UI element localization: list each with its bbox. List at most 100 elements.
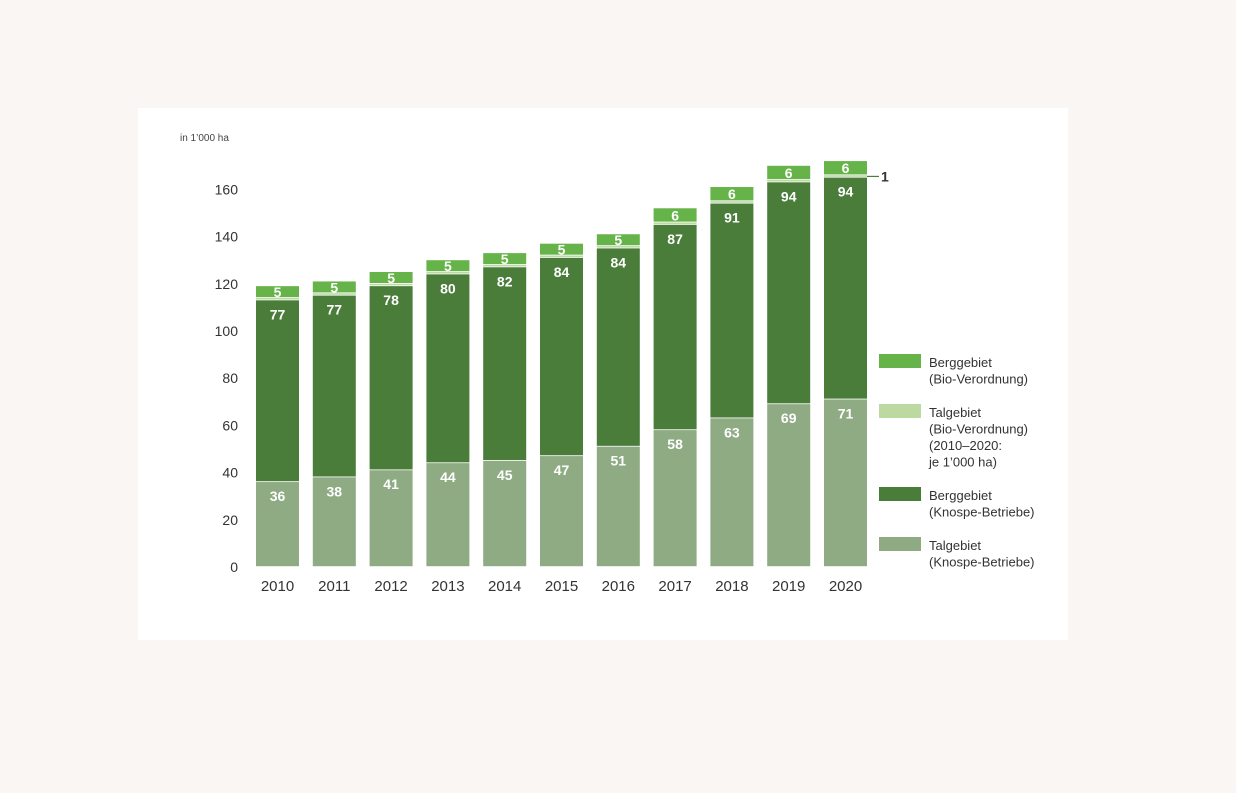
y-tick-label: 140 [215,229,239,245]
bar-segment [369,283,413,286]
bar-segment [312,293,356,295]
bar-segment [483,267,527,460]
y-axis: 0 20 40 60 80 100 120 140 160 [215,181,239,575]
bar-value-label: 51 [611,453,627,469]
callout-value-label: 1 [881,168,889,184]
legend-label: je 1’000 ha) [928,455,997,470]
bar-segment [369,272,413,283]
bar-segment [369,286,413,470]
bar-value-label: 5 [330,279,338,295]
bar-value-label: 6 [785,165,793,181]
bar-segment [540,456,583,567]
x-tick-label: 2014 [488,578,521,595]
bar-value-label: 84 [554,264,570,280]
bar-value-label: 5 [614,232,622,248]
legend-label: (Bio-Verordnung) [929,422,1028,437]
bar-segment [483,253,527,265]
bar-segment [824,399,867,567]
bar-value-label: 84 [611,254,627,270]
bar-value-label: 44 [440,469,456,485]
bar-segment [483,460,527,567]
bar-segment [426,260,470,272]
bar-value-label: 6 [842,160,850,176]
bar-segment [540,243,583,255]
bar-value-label: 5 [274,284,282,300]
bar-segment [824,177,867,399]
legend-label: (Bio-Verordnung) [929,372,1028,387]
x-tick-label: 2013 [431,578,464,595]
bar-value-label: 69 [781,410,797,426]
bar-value-label: 41 [383,476,399,492]
bar-segment [256,300,299,482]
bar-value-label: 94 [838,184,854,200]
legend-label: (Knospe-Betriebe) [929,505,1035,520]
y-tick-label: 160 [215,181,239,197]
x-tick-label: 2012 [374,578,407,595]
x-tick-label: 2018 [715,578,748,595]
bar-value-label: 47 [554,462,570,478]
bar-segment [767,182,811,404]
bar-segment [824,175,867,177]
legend-swatch [879,354,921,368]
bar-segment [767,404,811,567]
x-tick-label: 2011 [318,578,350,595]
legend-label: (Knospe-Betriebe) [929,555,1035,570]
bar-value-label: 77 [270,306,286,322]
legend-label: Berggebiet [929,355,992,370]
bar-segment [312,281,356,293]
bar-value-label: 5 [558,242,566,258]
y-tick-label: 120 [215,276,239,292]
legend: Berggebiet (Bio-Verordnung) Talgebiet (Bio-… [879,354,1035,570]
bar-segment [540,257,583,456]
bar-segment [596,446,640,567]
bar-segment [653,430,697,567]
bar-value-label: 78 [383,292,399,308]
bar-segment [312,295,356,477]
bar-value-label: 36 [270,488,286,504]
bar-segment [256,297,299,300]
bar-segment [767,179,811,182]
bar-segment [483,264,527,267]
x-tick-label: 2017 [658,578,691,595]
bar-segment [767,165,811,180]
y-tick-label: 100 [215,323,239,339]
x-tick-label: 2019 [772,578,805,595]
bar-value-label: 5 [387,270,395,286]
bar-value-label: 80 [440,280,456,296]
bar-segment [653,224,697,430]
bar-value-label: 77 [327,302,343,318]
bar-value-label: 87 [667,231,683,247]
x-axis: 2010 2011 2012 2013 2014 2015 2016 2017 2018 2019… [261,578,862,595]
bar-value-label: 5 [444,258,452,274]
bar-segment [256,286,299,298]
x-tick-label: 2015 [545,578,578,595]
bar-segment [596,248,640,446]
legend-label: Talgebiet [929,405,981,420]
bar-segment [653,222,697,224]
bar-segment [312,477,356,567]
bar-value-label: 38 [327,483,343,499]
x-tick-label: 2010 [261,578,294,595]
legend-swatch [879,487,921,501]
legend-swatch [879,404,921,418]
bar-segment [540,255,583,258]
bar-value-label: 91 [724,210,740,226]
bar-segment [710,187,754,201]
legend-swatch [879,537,921,551]
bar-value-label: 82 [497,273,513,289]
bar-segment [596,246,640,248]
y-tick-label: 80 [222,370,238,386]
bar-segment [426,463,470,567]
bar-segment [653,208,697,222]
bar-value-label: 5 [501,251,509,267]
y-tick-label: 20 [222,512,238,528]
bar-segment [426,274,470,463]
y-tick-label: 60 [222,417,238,433]
bar-value-label: 6 [728,186,736,202]
bar-value-label: 71 [838,405,854,421]
bar-value-label: 58 [667,436,683,452]
x-tick-label: 2016 [602,578,635,595]
bar-segment [710,201,754,203]
bar-segment [256,482,299,567]
